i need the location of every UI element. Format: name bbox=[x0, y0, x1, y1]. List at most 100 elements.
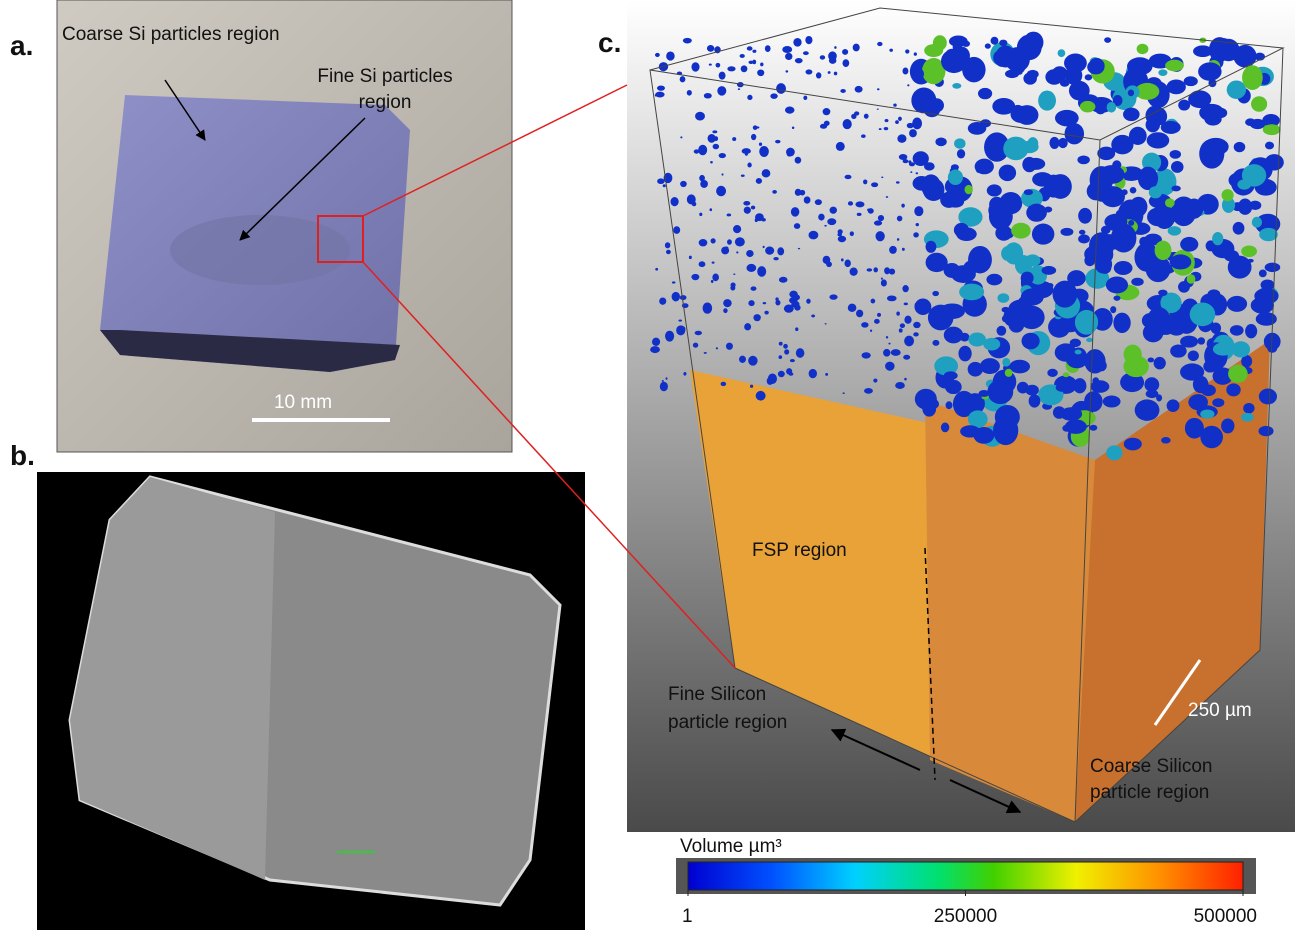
particle bbox=[1032, 224, 1054, 245]
particle bbox=[1011, 223, 1031, 239]
particle bbox=[687, 194, 696, 204]
particle bbox=[1103, 395, 1121, 407]
particle bbox=[665, 331, 674, 342]
particle bbox=[945, 380, 959, 391]
particle bbox=[1113, 295, 1120, 300]
particle bbox=[1242, 65, 1263, 90]
particle bbox=[1180, 237, 1198, 252]
particle bbox=[680, 76, 686, 82]
particle bbox=[655, 53, 660, 57]
particle bbox=[1147, 208, 1168, 227]
particle bbox=[855, 201, 864, 207]
particle bbox=[1208, 289, 1221, 298]
particle bbox=[1101, 186, 1125, 207]
particle bbox=[1165, 60, 1184, 72]
particle bbox=[790, 359, 795, 362]
particle bbox=[873, 379, 877, 383]
panel-label: c. bbox=[598, 27, 621, 58]
particle bbox=[726, 343, 733, 350]
particle bbox=[912, 118, 922, 130]
particle bbox=[940, 310, 946, 316]
particle bbox=[897, 216, 903, 222]
particle bbox=[913, 332, 918, 336]
particle bbox=[713, 144, 720, 150]
particle bbox=[752, 60, 756, 65]
particle bbox=[804, 196, 811, 203]
particle bbox=[683, 38, 692, 44]
particle bbox=[1245, 324, 1257, 338]
particle bbox=[887, 295, 897, 301]
particle bbox=[1021, 272, 1034, 285]
particle bbox=[1263, 124, 1281, 135]
particle bbox=[827, 218, 836, 225]
particle bbox=[779, 342, 783, 346]
particle bbox=[1064, 54, 1087, 73]
particle bbox=[806, 299, 810, 304]
particle bbox=[775, 300, 780, 306]
colorbar-gradient bbox=[688, 862, 1243, 890]
particle bbox=[838, 236, 846, 242]
particle bbox=[1267, 344, 1277, 353]
particle bbox=[877, 109, 879, 110]
particle bbox=[750, 385, 753, 388]
particle bbox=[663, 184, 666, 187]
particle bbox=[655, 268, 658, 271]
particle bbox=[657, 178, 664, 184]
particle bbox=[727, 66, 735, 71]
particle bbox=[861, 322, 868, 328]
particle bbox=[1155, 241, 1172, 261]
particle bbox=[921, 174, 941, 197]
particle bbox=[1135, 399, 1160, 421]
particle bbox=[1165, 198, 1175, 207]
annotation: Coarse Silicon bbox=[1090, 756, 1213, 777]
particle bbox=[1178, 100, 1190, 111]
particle bbox=[730, 285, 735, 290]
particle bbox=[976, 165, 982, 173]
fine-region bbox=[170, 215, 350, 285]
particle bbox=[864, 388, 873, 394]
particle bbox=[897, 134, 906, 143]
particle bbox=[941, 423, 949, 433]
particle bbox=[1230, 325, 1244, 335]
particle bbox=[789, 291, 798, 298]
particle bbox=[1222, 189, 1234, 201]
scale-label: 250 µm bbox=[1188, 700, 1252, 721]
particle bbox=[999, 40, 1007, 47]
particle bbox=[1256, 312, 1277, 326]
particle bbox=[1104, 214, 1127, 230]
particle bbox=[873, 267, 878, 272]
particle bbox=[946, 401, 953, 409]
particle bbox=[1048, 316, 1070, 337]
particle bbox=[1045, 69, 1063, 85]
particle bbox=[699, 261, 706, 267]
particle bbox=[837, 233, 841, 236]
particle bbox=[1099, 165, 1124, 184]
particle bbox=[722, 173, 724, 175]
particle bbox=[823, 108, 831, 115]
particle bbox=[805, 36, 812, 44]
particle bbox=[1065, 123, 1085, 144]
particle bbox=[795, 58, 803, 63]
particle bbox=[826, 261, 832, 267]
particle bbox=[1106, 445, 1122, 460]
particle bbox=[743, 201, 750, 206]
particle bbox=[1147, 307, 1171, 335]
particle bbox=[687, 90, 692, 96]
particle bbox=[1161, 437, 1171, 443]
particle bbox=[825, 323, 827, 324]
page: a. Coarse Si particles region Fine Si pa… bbox=[0, 0, 1295, 930]
coarse-volume bbox=[925, 400, 1095, 822]
particle bbox=[988, 203, 1002, 219]
particle bbox=[721, 382, 727, 386]
particle bbox=[1238, 199, 1252, 215]
particle bbox=[756, 126, 759, 128]
particle bbox=[881, 279, 887, 286]
particle bbox=[793, 38, 801, 47]
particle bbox=[757, 69, 764, 76]
particle bbox=[845, 264, 847, 266]
particle bbox=[725, 247, 729, 250]
particle bbox=[773, 257, 778, 260]
particle bbox=[848, 304, 857, 312]
particle bbox=[1022, 157, 1036, 172]
particle bbox=[904, 316, 911, 324]
